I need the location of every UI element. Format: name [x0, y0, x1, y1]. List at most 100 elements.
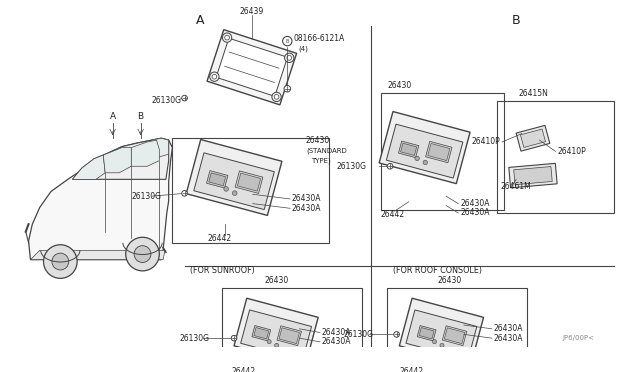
Circle shape — [440, 343, 444, 347]
Circle shape — [394, 331, 399, 337]
Polygon shape — [279, 328, 300, 344]
Circle shape — [275, 343, 278, 347]
Polygon shape — [417, 326, 436, 341]
Circle shape — [283, 36, 292, 46]
Text: 26442: 26442 — [399, 367, 424, 372]
Polygon shape — [103, 148, 131, 173]
Polygon shape — [444, 328, 465, 344]
Text: 26439: 26439 — [240, 7, 264, 16]
Circle shape — [212, 74, 217, 79]
Polygon shape — [277, 326, 301, 346]
Circle shape — [52, 253, 68, 270]
Polygon shape — [216, 38, 287, 96]
Circle shape — [231, 335, 237, 341]
Polygon shape — [237, 173, 260, 191]
Polygon shape — [387, 124, 463, 178]
Polygon shape — [516, 125, 550, 151]
Polygon shape — [401, 143, 417, 155]
Polygon shape — [406, 310, 477, 360]
Polygon shape — [428, 144, 450, 161]
Circle shape — [423, 160, 428, 165]
Polygon shape — [254, 328, 269, 339]
Polygon shape — [186, 140, 282, 215]
Text: TYPE): TYPE) — [310, 157, 330, 164]
Bar — [222, 288, 362, 372]
Text: 26461M: 26461M — [500, 182, 531, 191]
Circle shape — [267, 340, 271, 344]
Text: 26442: 26442 — [381, 210, 405, 219]
Polygon shape — [399, 141, 419, 158]
Text: A: A — [196, 14, 205, 27]
Text: JP6/00P<: JP6/00P< — [563, 335, 595, 341]
Circle shape — [284, 86, 291, 92]
Text: 26130G: 26130G — [131, 192, 161, 201]
Polygon shape — [194, 153, 275, 209]
Text: 26430A: 26430A — [292, 204, 321, 213]
Text: 26430A: 26430A — [460, 208, 490, 218]
Polygon shape — [72, 155, 105, 179]
Circle shape — [44, 245, 77, 278]
Polygon shape — [235, 171, 263, 193]
Polygon shape — [419, 328, 434, 339]
Text: (FOR ROOF CONSOLE): (FOR ROOF CONSOLE) — [393, 266, 482, 275]
Circle shape — [433, 340, 436, 344]
Text: 26130G: 26130G — [152, 96, 182, 105]
Polygon shape — [29, 138, 172, 260]
Text: 26415N: 26415N — [518, 89, 548, 98]
Text: 26130G: 26130G — [337, 162, 367, 171]
Text: 26442: 26442 — [208, 234, 232, 243]
Text: 26430: 26430 — [387, 81, 412, 90]
Circle shape — [387, 163, 393, 169]
Text: (FOR SUNROOF): (FOR SUNROOF) — [189, 266, 254, 275]
Text: 26430: 26430 — [438, 276, 462, 285]
Circle shape — [182, 95, 188, 101]
Text: 26430: 26430 — [265, 276, 289, 285]
Polygon shape — [131, 140, 159, 166]
Text: B: B — [285, 39, 289, 44]
Polygon shape — [31, 250, 165, 260]
Polygon shape — [442, 326, 467, 346]
Text: 08166-6121A: 08166-6121A — [294, 34, 345, 43]
Polygon shape — [509, 163, 557, 188]
Circle shape — [415, 156, 419, 161]
Text: 26442: 26442 — [231, 367, 255, 372]
Text: B: B — [512, 14, 520, 27]
Circle shape — [272, 92, 281, 102]
Polygon shape — [234, 298, 318, 365]
Text: 26430A: 26430A — [460, 199, 490, 208]
Polygon shape — [252, 326, 271, 341]
Text: 26130G: 26130G — [343, 330, 373, 339]
Text: 26430A: 26430A — [322, 328, 351, 337]
Text: (STANDARD: (STANDARD — [306, 147, 347, 154]
Text: 26430: 26430 — [306, 136, 330, 145]
Polygon shape — [379, 112, 470, 184]
Text: 26430A: 26430A — [493, 324, 524, 333]
Text: 26430A: 26430A — [322, 337, 351, 346]
Circle shape — [125, 237, 159, 271]
Polygon shape — [241, 310, 312, 360]
Polygon shape — [514, 167, 552, 185]
Bar — [172, 138, 330, 243]
Polygon shape — [209, 173, 226, 186]
Text: 26430A: 26430A — [493, 334, 524, 343]
Polygon shape — [520, 129, 545, 147]
Circle shape — [182, 190, 188, 196]
Text: 26410P: 26410P — [472, 138, 500, 147]
Circle shape — [285, 53, 294, 62]
Circle shape — [225, 35, 229, 40]
Circle shape — [210, 72, 219, 81]
Polygon shape — [207, 171, 228, 188]
Polygon shape — [152, 138, 169, 157]
Text: (4): (4) — [298, 45, 308, 52]
Bar — [497, 101, 614, 213]
Polygon shape — [399, 298, 484, 365]
Circle shape — [232, 191, 237, 195]
Polygon shape — [72, 138, 169, 179]
Text: B: B — [138, 112, 144, 121]
Text: 26130G: 26130G — [180, 334, 210, 343]
Polygon shape — [207, 30, 296, 105]
Circle shape — [134, 246, 151, 263]
Text: A: A — [109, 112, 116, 121]
Text: 26430A: 26430A — [292, 195, 321, 203]
Polygon shape — [426, 141, 452, 163]
